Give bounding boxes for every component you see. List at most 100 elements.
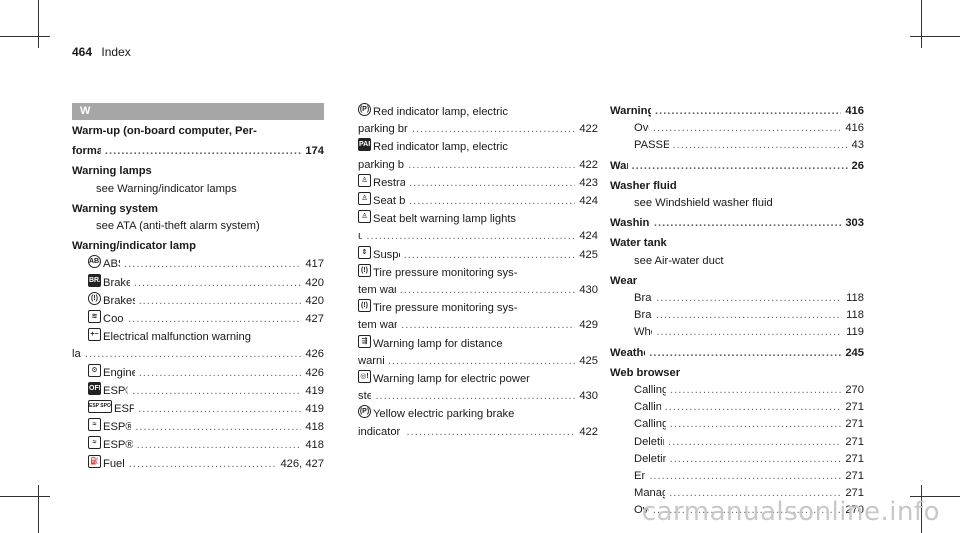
parking-brake-icon: (P)	[358, 103, 371, 116]
page-reference[interactable]: 418	[305, 421, 324, 434]
index-entry: formance menu) 174	[72, 143, 324, 160]
entry-label: ESP® warning lamp flashes	[103, 421, 132, 434]
page-reference[interactable]: 271	[845, 487, 864, 500]
index-entry: ≈ESP® warning lamp lights up 418	[72, 436, 324, 454]
leader-dots	[409, 175, 575, 192]
index-entry: Washer fluid	[610, 178, 864, 195]
page-reference[interactable]: 270	[845, 384, 864, 397]
entry-text: steering	[358, 388, 371, 405]
page-reference[interactable]: 422	[579, 123, 598, 136]
page-reference[interactable]: 427	[305, 313, 324, 326]
page-reference[interactable]: 424	[579, 195, 598, 208]
entry-text: formance menu)	[72, 143, 101, 160]
leader-dots	[132, 383, 301, 400]
page-reference[interactable]: 271	[845, 418, 864, 431]
entry-text: BRAKEBrake warning lamp (USA)	[88, 273, 130, 292]
page-reference[interactable]: 420	[305, 276, 324, 289]
entry-label: steering	[358, 390, 372, 403]
leader-dots	[375, 388, 575, 405]
index-column-1: W Warm-up (on-board computer, Per-forman…	[72, 103, 324, 473]
page-reference[interactable]: 26	[851, 159, 864, 172]
page-reference[interactable]: 271	[845, 470, 864, 483]
restraint-icon: ♙	[358, 173, 371, 187]
page-reference[interactable]: 271	[845, 401, 864, 414]
index-entry: (P) Yellow electric parking brake	[358, 405, 598, 423]
entry-text: ≈ESP® warning lamp lights up	[88, 436, 133, 454]
page-reference[interactable]: 303	[845, 217, 864, 230]
page-reference[interactable]: 174	[305, 145, 324, 158]
entry-label: parking brake applied (Canada only)	[358, 123, 408, 136]
entry-label: Warning lamp for electric power	[373, 373, 530, 386]
index-entry: indicator lamp is malfunctioning 422	[358, 424, 598, 441]
page-reference[interactable]: 424	[579, 230, 598, 243]
page-reference[interactable]: 426	[305, 348, 324, 361]
entry-label: PASSENGER AIR BAG	[634, 139, 669, 152]
page-reference[interactable]: 270	[845, 504, 864, 517]
index-entry: Calling up a web page 270	[610, 382, 864, 399]
entry-text: ESP SPORTESP® SPORT warning lamp	[88, 400, 134, 418]
page-reference[interactable]: 430	[579, 284, 598, 297]
page-reference[interactable]: 416	[845, 122, 864, 135]
entry-text: ♙Restraint system warning lamp	[358, 173, 406, 192]
entry-text: ≈ESP® warning lamp flashes	[88, 418, 131, 436]
page-reference[interactable]: 429	[579, 319, 598, 332]
entry-label: Restraint system warning lamp	[373, 176, 406, 189]
page-reference[interactable]: 426, 427	[280, 457, 324, 470]
entry-label: Red indicator lamp, electric	[373, 106, 508, 118]
page-reference[interactable]: 430	[579, 390, 598, 403]
leader-dots	[409, 193, 575, 210]
entry-label: see Windshield washer fluid	[634, 197, 773, 210]
crop-mark	[910, 36, 960, 37]
page-reference[interactable]: 423	[579, 176, 598, 189]
page-reference[interactable]: 425	[579, 248, 598, 261]
crop-mark	[0, 496, 50, 497]
page-reference[interactable]: 119	[846, 326, 864, 339]
index-entry: Wear	[610, 273, 864, 290]
entry-text: ⇶ Warning lamp for distance	[358, 334, 503, 350]
entry-text: parking brake applied (USA only)	[358, 157, 404, 174]
page-reference[interactable]: 425	[579, 354, 598, 367]
page-reference[interactable]: 245	[845, 346, 864, 359]
leader-dots	[412, 121, 575, 138]
entry-label: Brake pads	[634, 309, 652, 322]
entry-label: ESP® OFF warning lamp	[103, 384, 128, 397]
entry-text: ⇕Suspension warning lamp	[358, 245, 400, 264]
entry-label: tem warning lamp lights up	[358, 319, 398, 332]
brake-icon: BRAKE	[88, 273, 101, 287]
entry-text: Wheel bolts	[634, 324, 652, 341]
page-reference[interactable]: 118	[846, 292, 864, 305]
page-reference[interactable]: 419	[305, 384, 324, 397]
leader-dots	[137, 437, 302, 454]
page-reference[interactable]: 118	[846, 309, 864, 322]
entry-text: warning function	[358, 353, 384, 370]
page-reference[interactable]: 420	[305, 294, 324, 307]
index-entry: parking brake applied (USA only) 422	[358, 157, 598, 174]
index-column-2: (P) Red indicator lamp, electric parking b…	[358, 103, 598, 441]
leader-dots	[366, 228, 575, 245]
index-entry: Ending 271	[610, 468, 864, 485]
page-reference[interactable]: 417	[305, 258, 324, 271]
entry-text: (!) Tire pressure monitoring sys-	[358, 299, 517, 314]
entry-label: lamp	[72, 348, 81, 361]
page-reference[interactable]: 418	[305, 439, 324, 452]
index-entry: Warning system	[72, 201, 324, 218]
entry-text: Calling up a web page	[634, 382, 666, 399]
page-reference[interactable]: 271	[845, 452, 864, 465]
entry-label: Calling up a web page	[634, 384, 667, 397]
page-reference[interactable]: 43	[851, 139, 864, 152]
entry-label: Overview	[634, 122, 649, 135]
entry-text: PARKRed indicator lamp, electric	[358, 138, 508, 153]
entry-text: lamp	[72, 346, 81, 363]
index-entry: ⛽Fuel reserve warning lamp 426, 427	[72, 454, 324, 473]
entry-label: Washer fluid	[610, 179, 677, 192]
index-entry: see Air-water duct	[610, 253, 864, 270]
page-reference[interactable]: 426	[305, 366, 324, 379]
entry-text: Brake pads	[634, 307, 652, 324]
page-reference[interactable]: 271	[845, 435, 864, 448]
page-reference[interactable]: 416	[845, 105, 864, 117]
page-reference[interactable]: 422	[579, 425, 598, 438]
page-reference[interactable]: 422	[579, 158, 598, 171]
crop-mark	[910, 496, 960, 497]
entry-text: Wear	[610, 275, 637, 287]
page-reference[interactable]: 419	[305, 403, 324, 416]
